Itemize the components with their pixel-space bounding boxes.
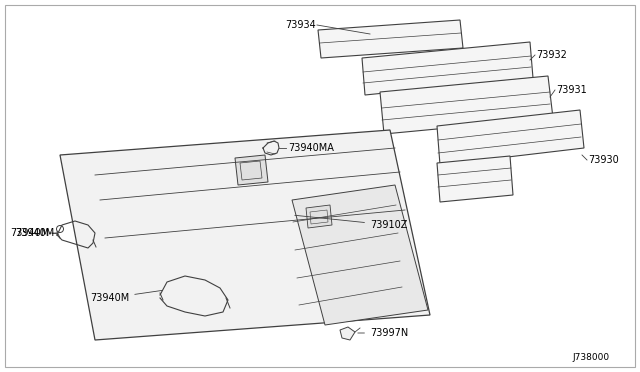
Text: 73931: 73931	[556, 85, 587, 95]
Text: 73930: 73930	[588, 155, 619, 165]
Text: 73932: 73932	[536, 50, 567, 60]
Text: 73934: 73934	[285, 20, 316, 30]
Polygon shape	[235, 155, 268, 185]
Polygon shape	[340, 327, 355, 340]
Text: 73940M: 73940M	[15, 228, 54, 238]
Polygon shape	[380, 76, 553, 134]
Polygon shape	[292, 185, 428, 325]
Text: 73940M: 73940M	[10, 228, 57, 238]
Text: 73940M: 73940M	[90, 291, 163, 303]
Text: 73940MA: 73940MA	[288, 143, 334, 153]
Text: 73910Z: 73910Z	[295, 215, 408, 230]
Polygon shape	[437, 156, 513, 202]
Polygon shape	[60, 130, 430, 340]
Text: J738000: J738000	[573, 353, 610, 362]
Polygon shape	[437, 110, 584, 165]
Polygon shape	[306, 205, 332, 228]
Text: 73997N: 73997N	[358, 328, 408, 338]
Polygon shape	[318, 20, 463, 58]
Polygon shape	[362, 42, 533, 95]
